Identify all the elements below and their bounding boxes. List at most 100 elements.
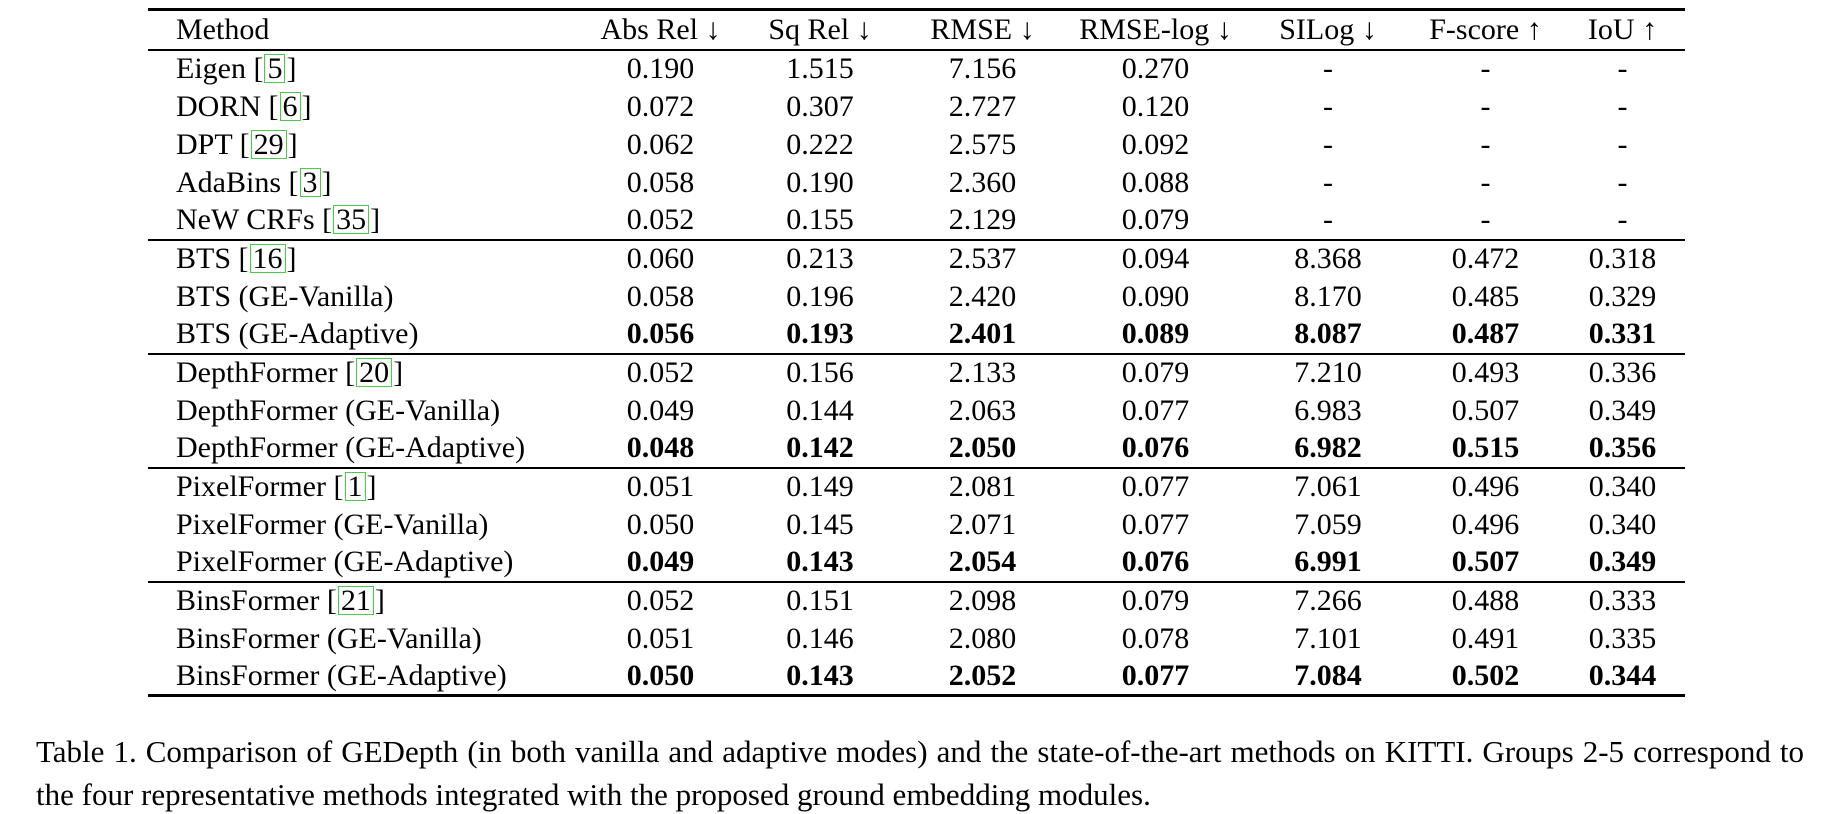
metric-value-cell: 0.155 — [786, 203, 854, 236]
metric-value-cell: 0.340 — [1588, 470, 1657, 503]
metric-value-cell: 0.076 — [1121, 545, 1190, 578]
table-row: DepthFormer (GE-Vanilla) 0.049 0.144 2.063 0… — [148, 392, 1685, 430]
metric-value-cell: 7.266 — [1294, 584, 1362, 617]
metric-value-cell: 2.133 — [948, 356, 1017, 389]
table-group: BinsFormer [21] 0.052 0.151 2.098 0.079 7.266… — [148, 581, 1685, 696]
results-table-container: Method Abs Rel ↓ Sq Rel ↓ RMSE ↓ RMSE-log ↓ S… — [148, 8, 1685, 697]
metric-value-cell: 0.356 — [1588, 431, 1657, 464]
metric-value-cell: 2.081 — [948, 470, 1017, 503]
metric-value-cell: - — [1480, 89, 1491, 123]
metric-value-cell: 0.144 — [786, 393, 854, 427]
metric-value-cell: 7.059 — [1294, 507, 1362, 541]
citation-link[interactable]: 1 — [344, 472, 366, 502]
metric-value-cell: 0.507 — [1451, 545, 1520, 578]
table-caption: Table 1. Comparison of GEDepth (in both … — [36, 734, 1804, 812]
citation-link[interactable]: 21 — [337, 586, 374, 616]
metric-value-cell: 2.360 — [948, 165, 1017, 199]
metric-value-cell: - — [1617, 203, 1628, 236]
metric-value-cell: 6.983 — [1294, 393, 1362, 427]
metric-value-cell: 0.307 — [786, 89, 854, 123]
citation-link[interactable]: 3 — [299, 167, 321, 197]
metric-value-cell: 8.087 — [1294, 317, 1362, 350]
metric-value-cell: 0.089 — [1121, 317, 1190, 350]
metric-value-cell: 6.991 — [1294, 545, 1362, 578]
table-row: BTS [16] 0.060 0.213 2.537 0.094 8.368 0.472 0.… — [148, 240, 1685, 278]
table-row: DepthFormer (GE-Adaptive) 0.048 0.142 2.050… — [148, 430, 1685, 468]
column-header: Sq Rel ↓ — [768, 12, 872, 46]
metric-value-cell: 0.079 — [1121, 584, 1190, 617]
method-name: BTS (GE-Adaptive) — [176, 317, 419, 350]
citation-link[interactable]: 6 — [279, 91, 301, 121]
metric-value-cell: 2.071 — [948, 507, 1017, 541]
metric-value-cell: 2.054 — [948, 545, 1017, 578]
method-cell: Eigen [5] — [176, 52, 297, 85]
metric-value-cell: - — [1617, 127, 1628, 161]
method-name: BinsFormer (GE-Vanilla) — [176, 621, 482, 655]
citation-link[interactable]: 20 — [356, 358, 393, 388]
metric-value-cell: 7.061 — [1294, 470, 1362, 503]
metric-value-cell: 0.193 — [786, 317, 854, 350]
table-row: DORN [6] 0.072 0.307 2.727 0.120 - - - — [148, 88, 1685, 126]
metric-value-cell: - — [1323, 89, 1333, 123]
method-cell: AdaBins [3] — [176, 165, 332, 199]
table-group: PixelFormer [1] 0.051 0.149 2.081 0.077 7.061… — [148, 467, 1685, 582]
metric-value-cell: 2.052 — [948, 658, 1017, 692]
table-row: DepthFormer [20] 0.052 0.156 2.133 0.079 7.21… — [148, 354, 1685, 392]
method-name: DPT — [176, 127, 233, 161]
method-name: BTS — [176, 242, 232, 275]
table-row: BTS (GE-Adaptive) 0.056 0.193 2.401 0.089 8.0… — [148, 316, 1685, 354]
column-header: IoU ↑ — [1587, 12, 1658, 46]
table-row: PixelFormer [1] 0.051 0.149 2.081 0.077 7.061… — [148, 468, 1685, 506]
method-cell: BTS [16] — [176, 242, 297, 275]
column-header: SILog ↓ — [1279, 12, 1377, 46]
metric-value-cell: 0.496 — [1451, 507, 1520, 541]
metric-value-cell: 7.156 — [948, 52, 1017, 85]
table-group: BTS [16] 0.060 0.213 2.537 0.094 8.368 0.472 0.… — [148, 239, 1685, 354]
metric-value-cell: 0.151 — [786, 584, 854, 617]
citation-link[interactable]: 29 — [250, 129, 287, 159]
metric-value-cell: 7.210 — [1294, 356, 1362, 389]
metric-value-cell: 0.340 — [1588, 507, 1657, 541]
metric-value-cell: - — [1480, 52, 1491, 85]
metric-value-cell: 0.049 — [626, 545, 695, 578]
metric-value-cell: 0.190 — [786, 165, 854, 199]
method-cell: NeW CRFs [35] — [176, 203, 381, 236]
metric-value-cell: 0.487 — [1451, 317, 1520, 350]
citation-link[interactable]: 16 — [249, 244, 286, 274]
metric-value-cell: 2.098 — [948, 584, 1017, 617]
metric-value-cell: 0.502 — [1451, 658, 1520, 692]
column-header: Abs Rel ↓ — [600, 12, 721, 46]
metric-value-cell: 0.056 — [626, 317, 695, 350]
metric-value-cell: - — [1617, 52, 1628, 85]
metric-value-cell: 0.349 — [1588, 393, 1657, 427]
metric-value-cell: 0.491 — [1451, 621, 1520, 655]
table-row: PixelFormer (GE-Adaptive) 0.049 0.143 2.054… — [148, 544, 1685, 582]
metric-value-cell: 0.058 — [626, 165, 695, 199]
metric-value-cell: 0.052 — [626, 203, 695, 236]
citation-link[interactable]: 35 — [333, 205, 370, 235]
method-cell: PixelFormer (GE-Adaptive) — [148, 544, 580, 582]
metric-value-cell: 0.488 — [1451, 584, 1520, 617]
method-name: Eigen — [176, 52, 246, 85]
metric-value-cell: 0.077 — [1121, 393, 1190, 427]
column-header: RMSE ↓ — [930, 12, 1035, 46]
method-name: DORN — [176, 89, 262, 123]
table-row: Eigen [5] 0.190 1.515 7.156 0.270 - - - — [148, 50, 1685, 88]
metric-value-cell: 0.222 — [786, 127, 854, 161]
citation-link[interactable]: 5 — [264, 54, 286, 84]
metric-value-cell: 0.329 — [1588, 279, 1657, 313]
metric-value-cell: 0.120 — [1121, 89, 1190, 123]
metric-value-cell: - — [1480, 165, 1491, 199]
metric-value-cell: 0.072 — [626, 89, 695, 123]
metric-value-cell: 0.336 — [1588, 356, 1657, 389]
metric-value-cell: 0.051 — [626, 470, 695, 503]
metric-value-cell: - — [1323, 52, 1333, 85]
metric-value-cell: 0.318 — [1588, 242, 1657, 275]
table-row: BinsFormer (GE-Vanilla) 0.051 0.146 2.080 0.… — [148, 620, 1685, 658]
results-table: Method Abs Rel ↓ Sq Rel ↓ RMSE ↓ RMSE-log ↓ S… — [148, 8, 1685, 697]
metric-value-cell: 2.050 — [948, 431, 1017, 464]
method-name: PixelFormer (GE-Vanilla) — [176, 507, 489, 541]
metric-value-cell: 0.050 — [626, 658, 695, 692]
table-row: AdaBins [3] 0.058 0.190 2.360 0.088 - - - — [148, 164, 1685, 202]
metric-value-cell: 0.052 — [626, 356, 695, 389]
